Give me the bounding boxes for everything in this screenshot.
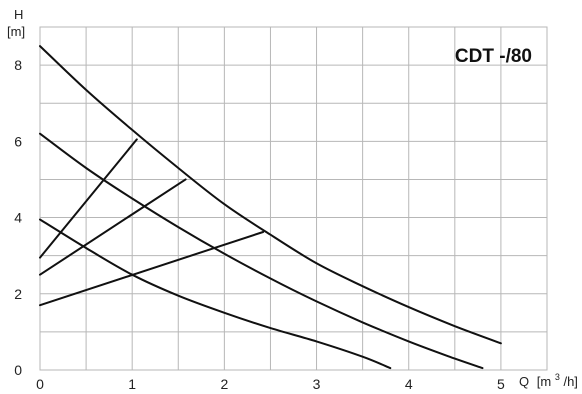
plot-area	[39, 26, 548, 371]
series-group	[39, 45, 502, 370]
x-tick-label: 4	[405, 376, 413, 392]
control-line-4	[39, 138, 138, 259]
grid	[40, 27, 547, 370]
y-tick-label: 8	[14, 57, 22, 73]
chart-title: CDT -/80	[455, 46, 532, 67]
plot-frame	[39, 26, 548, 371]
pump-curve-2	[39, 132, 484, 370]
x-axis-label-unit-prefix: [m	[537, 374, 551, 389]
x-axis-label-unit-suffix: /h]	[563, 374, 577, 389]
x-tick-label: 0	[36, 376, 44, 392]
pump-curve-3	[39, 218, 392, 370]
y-tick-label: 2	[14, 286, 22, 302]
x-tick-label: 3	[313, 376, 321, 392]
x-axis-label: Q [m 3 /h]	[519, 368, 578, 389]
y-tick-label: 0	[14, 362, 22, 378]
pump-curve-1	[39, 45, 502, 345]
x-axis-label-symbol: Q	[519, 374, 529, 389]
x-tick-labels: 0 1 2 3 4 5	[36, 376, 505, 392]
x-axis-label-unit-sup: 3	[555, 372, 560, 382]
x-tick-label: 2	[220, 376, 228, 392]
y-axis-label: H	[14, 7, 23, 22]
y-axis-unit: [m]	[7, 24, 25, 39]
control-line-5	[39, 178, 187, 276]
y-tick-label: 6	[14, 133, 22, 149]
x-tick-label: 5	[497, 376, 505, 392]
y-tick-label: 4	[14, 210, 22, 226]
x-tick-label: 1	[128, 376, 136, 392]
control-line-6	[39, 231, 265, 307]
y-tick-labels: 0 2 4 6 8	[14, 57, 22, 378]
